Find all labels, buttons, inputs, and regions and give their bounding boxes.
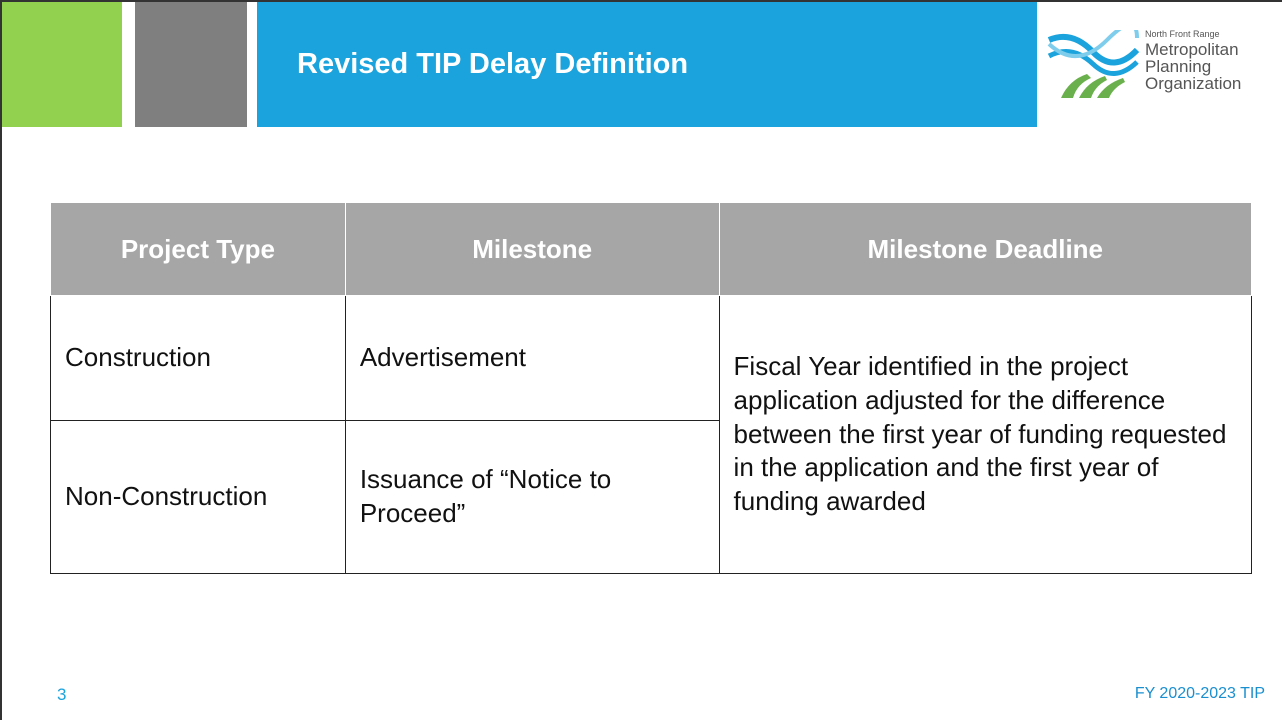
cell: Fiscal Year identified in the project ap… — [718, 295, 1253, 574]
column-header: Project Type — [50, 202, 346, 296]
logo: North Front Range Metropolitan Planning … — [1047, 22, 1282, 110]
row: Non-Construction Issuance of “Notice to … — [50, 420, 1252, 574]
column-header: Milestone Deadline — [718, 202, 1253, 296]
milestone-table: Project Type Milestone Milestone Deadlin… — [50, 202, 1253, 574]
logo-line: Planning — [1145, 57, 1212, 76]
cell: Construction — [50, 295, 346, 421]
column-header: Milestone — [344, 202, 720, 296]
cell: Issuance of “Notice to Proceed” — [344, 420, 720, 574]
logo-line: Metropolitan — [1145, 40, 1239, 59]
logo-tagline: North Front Range — [1145, 29, 1220, 39]
accent-block — [2, 2, 122, 127]
accent-block — [135, 2, 247, 127]
cell: Advertisement — [344, 295, 720, 421]
slide-title: Revised TIP Delay Definition — [297, 48, 689, 80]
footer-label: FY 2020-2023 TIP — [1134, 685, 1265, 702]
header-row: Project Type Milestone Milestone Deadlin… — [50, 202, 1253, 296]
title-banner: Revised TIP Delay Definition — [257, 2, 1037, 127]
row: Construction Advertisement Fiscal Year i… — [50, 295, 1253, 574]
cell: Non-Construction — [50, 420, 346, 574]
logo-mark — [1047, 22, 1140, 98]
logo-line: Organization — [1145, 74, 1242, 93]
page-number: 3 — [57, 685, 67, 704]
